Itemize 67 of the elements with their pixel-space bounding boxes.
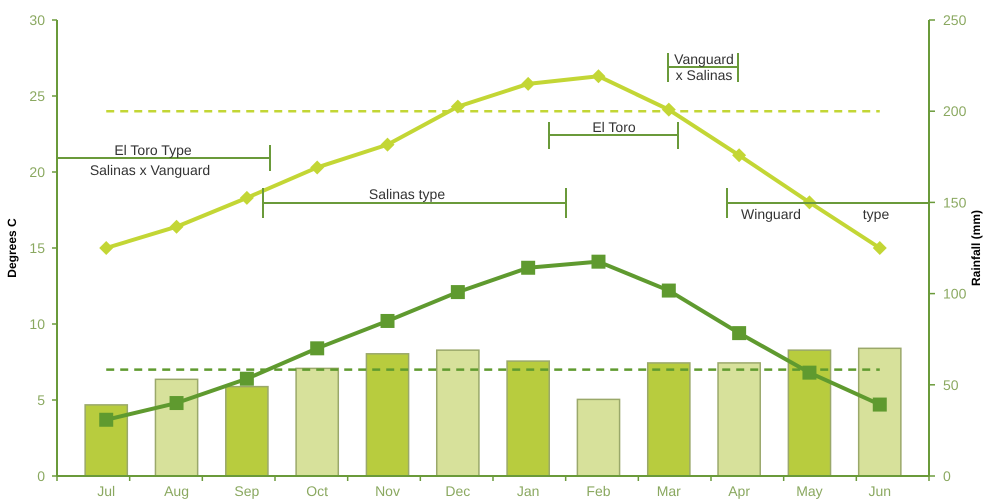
point: [521, 260, 536, 275]
y-tick-label: 25: [29, 88, 46, 104]
point: [591, 69, 606, 84]
bar: [788, 349, 832, 477]
bar: [717, 362, 761, 477]
bar: [225, 386, 269, 477]
y-tick-label: 0: [37, 468, 46, 484]
annotation: El Toro: [592, 119, 636, 135]
y-tick-label: 15: [29, 240, 46, 256]
bar: [576, 398, 620, 477]
point: [240, 190, 254, 205]
x-tick-label: Nov: [375, 483, 400, 499]
y-tick-label: 30: [29, 12, 46, 28]
y2-tick-label: 100: [943, 286, 967, 302]
x-tick-label: Feb: [586, 483, 611, 499]
bar: [858, 348, 902, 477]
point: [99, 241, 114, 255]
point: [802, 366, 816, 380]
point: [872, 241, 887, 255]
point: [732, 148, 746, 162]
point: [732, 326, 746, 340]
point: [240, 372, 254, 386]
point: [170, 220, 184, 234]
point: [99, 412, 114, 427]
bar: [84, 404, 128, 477]
y-tick-label: 5: [37, 392, 46, 408]
annotation: Vanguard x Salinas: [674, 51, 734, 83]
y2-axis-title: Rainfall (mm): [969, 210, 983, 286]
bar: [506, 360, 550, 477]
bar: [436, 349, 480, 477]
x-tick-label: Sep: [234, 483, 260, 499]
bar: [154, 378, 198, 477]
bar: [366, 353, 410, 477]
point: [662, 284, 676, 298]
point: [310, 341, 324, 356]
point: [380, 314, 395, 328]
x-tick-label: Mar: [656, 483, 682, 499]
x-tick-label: Aug: [164, 483, 190, 499]
point: [872, 398, 887, 412]
x-tick-label: Jul: [97, 483, 116, 499]
bar: [295, 368, 340, 477]
y-tick-label: 10: [29, 316, 46, 332]
y2-tick-label: 200: [943, 103, 967, 120]
annotation: El Toro Type Salinas x Vanguard: [90, 142, 210, 178]
x-tick-label: Jun: [868, 483, 892, 499]
point: [450, 285, 465, 300]
annotation: Salinas type: [368, 186, 446, 202]
y-axis-title: Degrees C: [5, 218, 19, 278]
text: Winguard type: [741, 206, 890, 222]
point: [591, 254, 606, 269]
y2-tick-label: 150: [943, 194, 967, 210]
x-tick-label: Apr: [728, 483, 750, 499]
x-tick-label: Oct: [306, 483, 328, 499]
x-tick-label: Jan: [516, 483, 540, 499]
y2-tick-label: 50: [943, 376, 959, 393]
x-tick-label: Dec: [445, 483, 470, 499]
point: [310, 160, 324, 174]
bar: [646, 362, 691, 477]
point: [450, 100, 465, 114]
y2-tick-label: 250: [943, 12, 967, 28]
point: [170, 396, 184, 410]
x-tick-label: May: [796, 483, 823, 499]
point: [380, 138, 395, 152]
y2-tick-label: 0: [943, 468, 951, 484]
y-tick-label: 20: [29, 164, 46, 180]
point: [521, 76, 536, 91]
point: [662, 102, 676, 117]
